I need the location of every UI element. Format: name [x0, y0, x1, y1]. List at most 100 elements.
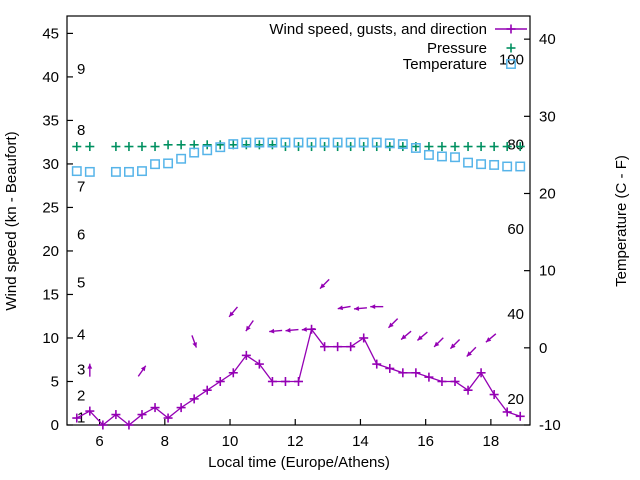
square-marker [506, 59, 516, 69]
square-marker [345, 137, 356, 148]
square-marker [241, 137, 252, 148]
arrow-head [337, 305, 343, 311]
square-marker [228, 139, 239, 150]
square-marker [84, 166, 95, 177]
square-marker [176, 153, 187, 164]
x-tick-label: 14 [352, 433, 369, 450]
y2-tick-label: -10 [539, 417, 561, 434]
square-marker [463, 157, 473, 168]
arrow-head [140, 365, 146, 372]
y2-tick-label: 20 [539, 185, 556, 202]
arrow-head [401, 334, 407, 340]
wind-direction-arrow [319, 278, 330, 290]
square-marker [124, 166, 134, 177]
y2-tick-label: 40 [539, 31, 556, 48]
plot-area-border [66, 15, 531, 426]
wind-direction-arrows [87, 278, 497, 377]
wind-direction-arrow [87, 363, 93, 377]
arrow-head [320, 283, 326, 289]
y-tick-label: 35 [42, 112, 59, 129]
arrow-head [301, 327, 307, 332]
arrow-head [87, 363, 93, 369]
arrow-head [354, 306, 360, 311]
square-marker [450, 152, 460, 163]
square-marker [423, 149, 434, 160]
square-marker [202, 145, 213, 156]
square-marker [410, 143, 421, 153]
square-marker [150, 159, 160, 170]
wind-direction-arrow [387, 318, 399, 329]
square-marker [502, 161, 513, 172]
wind-direction-arrow [416, 331, 428, 341]
arrow-head [417, 335, 423, 341]
wind-direction-arrow [400, 330, 412, 341]
beaufort-label: 2 [77, 388, 85, 405]
beaufort-label: 9 [77, 61, 85, 78]
y-tick-label: 0 [51, 417, 59, 434]
wind-direction-arrow [191, 335, 198, 348]
y-tick-label: 45 [42, 25, 59, 42]
square-marker [371, 137, 382, 148]
square-marker [137, 166, 147, 177]
y-tick-label: 30 [42, 156, 59, 173]
wind-direction-arrow [245, 320, 254, 332]
legend-label-1: Wind speed, gusts, and direction [269, 21, 487, 38]
x-axis-title: Local time (Europe/Athens) [208, 454, 390, 471]
square-marker [110, 166, 121, 177]
y-tick-label: 25 [42, 199, 59, 216]
beaufort-label: 6 [77, 227, 85, 244]
square-marker [71, 166, 82, 177]
x-axis-ticks: 6 8 10 12 14 16 18 [95, 419, 499, 450]
x-tick-label: 10 [222, 433, 239, 450]
arrow-head [388, 322, 394, 328]
y2-tick-label: 30 [539, 108, 556, 125]
arrow-head [466, 351, 472, 357]
square-marker [397, 139, 408, 150]
square-marker [384, 138, 395, 149]
wind-direction-arrow [269, 328, 283, 334]
square-marker [254, 137, 265, 148]
arrow-head [450, 343, 456, 349]
legend-label-3: Temperature [403, 56, 487, 73]
x-tick-label: 6 [95, 433, 103, 450]
x-tick-label: 18 [483, 433, 500, 450]
beaufort-label: 4 [77, 327, 85, 344]
wind-direction-arrow [285, 327, 299, 333]
arrow-head [370, 304, 376, 309]
square-marker [476, 159, 487, 170]
fahrenheit-label: 40 [507, 306, 524, 323]
wind-direction-arrow [370, 304, 384, 309]
beaufort-label: 3 [77, 361, 85, 378]
x-tick-label: 8 [161, 433, 169, 450]
square-marker [319, 137, 330, 148]
arrow-head [485, 337, 492, 343]
square-marker [280, 137, 291, 148]
y-tick-label: 10 [42, 330, 59, 347]
square-marker [489, 159, 500, 170]
square-marker [515, 161, 526, 172]
square-marker [163, 158, 174, 169]
data-series-group [71, 137, 526, 430]
square-marker [293, 137, 304, 148]
square-marker [189, 147, 200, 158]
y2-axis-title: Temperature (C - F) [613, 155, 630, 287]
fahrenheit-label: 60 [507, 221, 524, 238]
square-marker [306, 137, 317, 148]
wind-direction-arrow [353, 306, 367, 311]
square-marker [437, 151, 447, 162]
legend-label-2: Pressure [427, 40, 487, 57]
y-tick-label: 5 [51, 373, 59, 390]
fahrenheit-label: 20 [507, 391, 524, 408]
square-marker [332, 137, 343, 148]
x-tick-label: 12 [287, 433, 304, 450]
wind-direction-arrow [433, 337, 444, 348]
beaufort-label: 8 [77, 122, 85, 139]
wind-direction-arrow [449, 338, 461, 350]
arrow-head [434, 341, 440, 347]
y-axis-ticks: 0 5 10 15 20 25 30 35 40 45 [42, 25, 73, 434]
series-3 [71, 137, 526, 177]
beaufort-label: 7 [77, 179, 85, 196]
